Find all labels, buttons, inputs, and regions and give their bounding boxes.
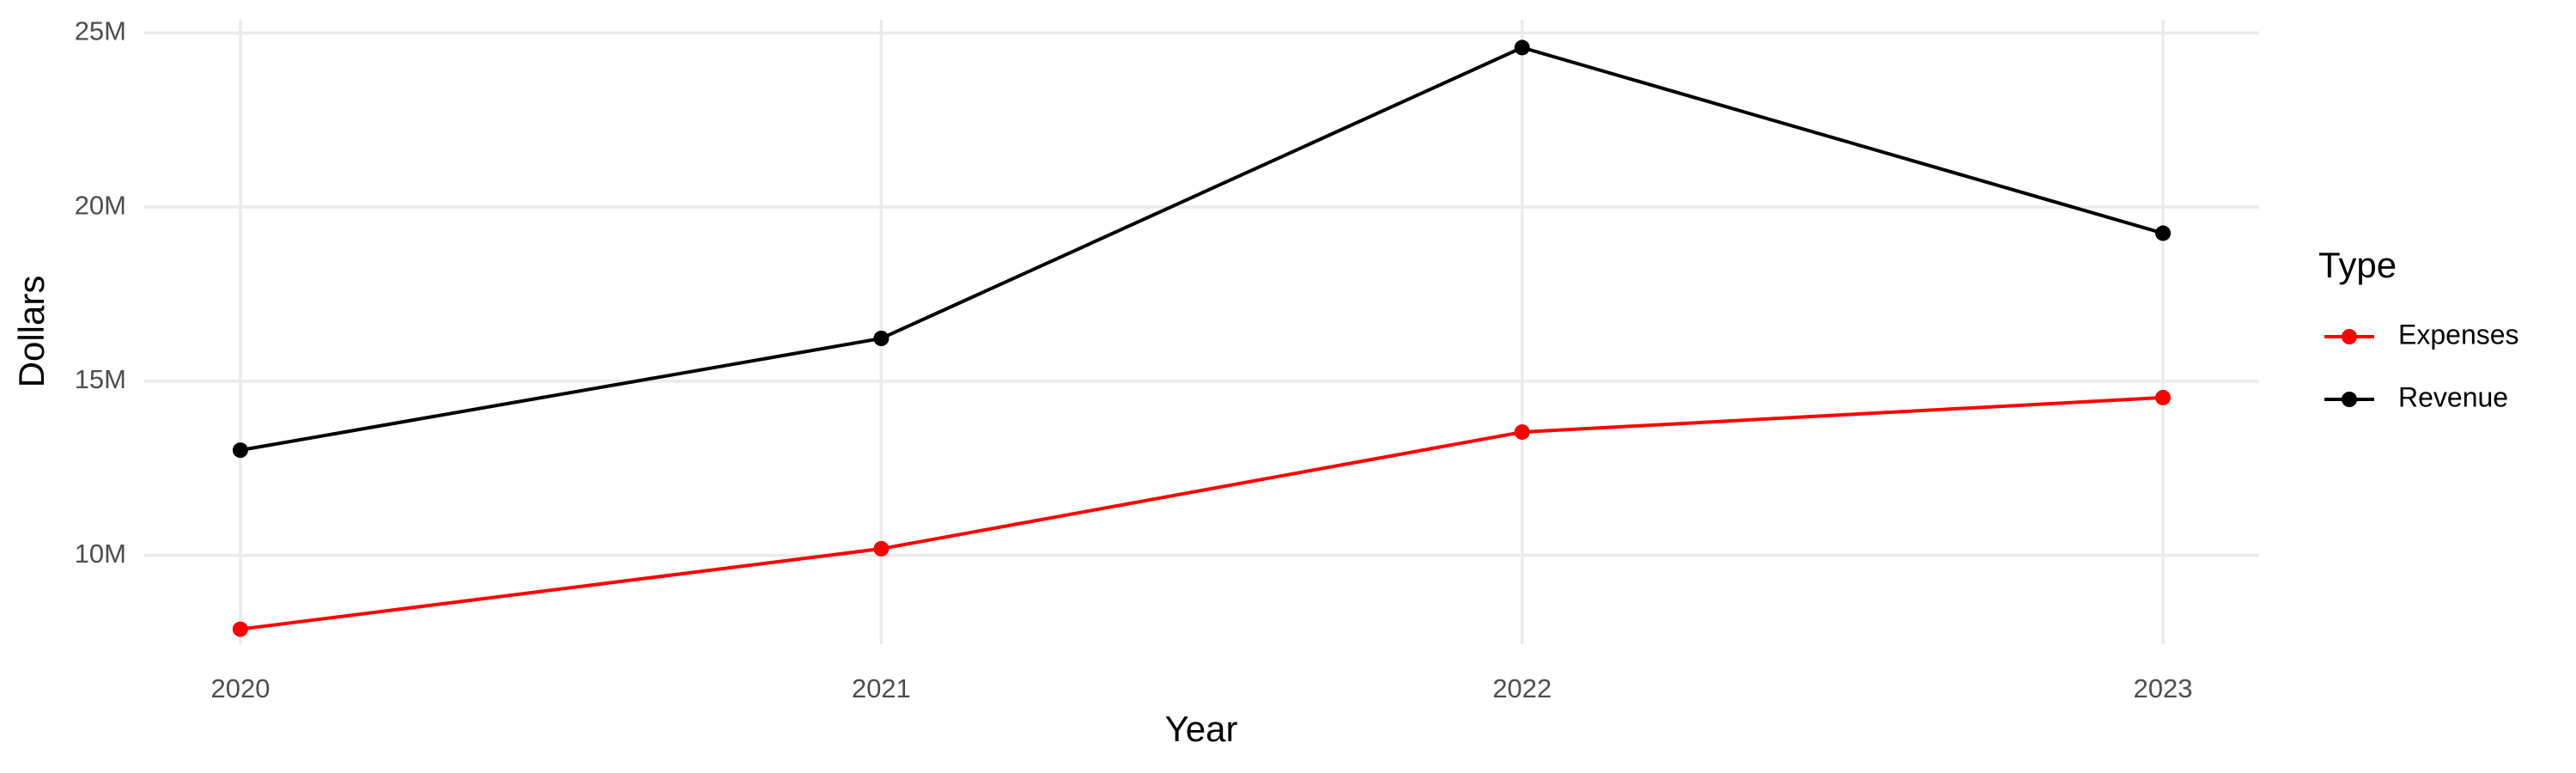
data-point: [1514, 424, 1530, 441]
data-point: [1514, 40, 1530, 56]
y-tick-label: 10M: [75, 539, 126, 569]
series-line: [240, 395, 2164, 631]
data-point: [2155, 389, 2172, 405]
y-tick-label: 25M: [75, 16, 126, 46]
legend-title: Type: [2318, 245, 2397, 285]
data-point: [232, 621, 248, 637]
x-tick-label: 2020: [210, 673, 270, 703]
data-point: [232, 442, 248, 459]
x-tick-label: 2021: [852, 673, 911, 703]
legend-label: Revenue: [2398, 381, 2508, 412]
x-tick-label: 2022: [1492, 673, 1552, 703]
data-point: [873, 331, 890, 347]
y-tick-label: 15M: [75, 364, 126, 394]
x-axis-title: Year: [1165, 709, 1238, 749]
data-point: [2155, 225, 2172, 241]
x-tick-label: 2023: [2134, 673, 2193, 703]
legend-label: Expenses: [2398, 319, 2519, 350]
y-tick-label: 20M: [75, 190, 126, 220]
legend-key-point: [2342, 392, 2357, 407]
data-point: [873, 540, 890, 557]
series-line: [240, 46, 2164, 453]
legend-key-point: [2342, 329, 2357, 344]
y-axis-title: Dollars: [11, 276, 52, 388]
